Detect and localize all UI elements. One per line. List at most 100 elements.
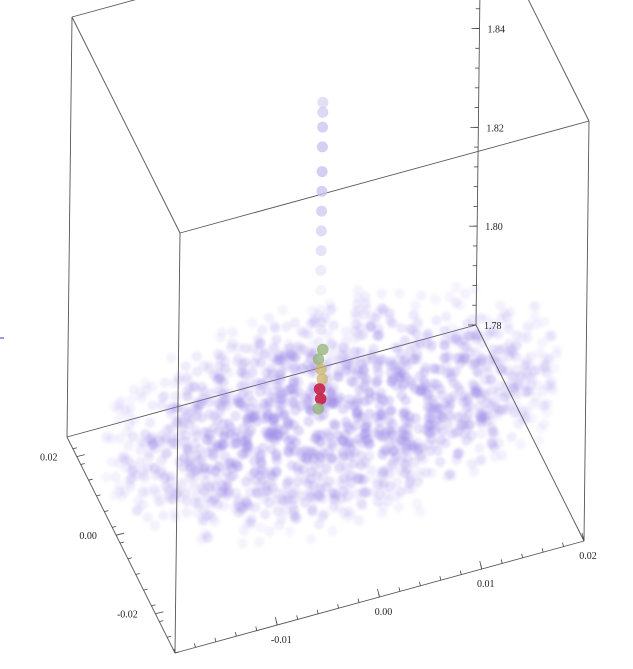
cloud-point [271,380,282,391]
cloud-point [320,312,331,324]
cloud-point [394,288,405,299]
cloud-point [276,366,287,377]
cloud-point [204,360,215,371]
cloud-point [300,453,312,464]
cloud-point [537,337,548,348]
cloud-point [291,513,303,524]
cloud-point [293,340,305,352]
cloud-point [338,342,349,353]
cloud-point [194,444,205,455]
cloud-point [531,391,542,403]
cloud-point [488,430,499,441]
cloud-point [312,312,323,323]
cloud-point [444,394,455,405]
cloud-point [485,399,496,410]
cloud-point [465,401,476,412]
cloud-point [257,475,268,486]
cloud-point [168,494,179,505]
cloud-point [422,331,433,342]
cloud-point [244,501,255,512]
cloud-point [355,346,366,358]
cloud-point [147,400,158,411]
axis-ticks [72,8,585,654]
cloud-point [316,324,327,335]
cloud-point [249,412,261,423]
cloud-point [352,397,363,409]
cloud-point [511,380,523,391]
cloud-point [252,487,263,499]
cloud-point [242,440,253,451]
cloud-point [217,388,228,399]
column-point [315,264,327,276]
cloud-point [414,337,425,349]
cloud-point [487,438,498,449]
cloud-point [237,359,249,370]
cloud-point [307,507,318,518]
x-minor-tick [582,536,585,542]
cloud-point [293,386,304,397]
cloud-point [281,490,293,501]
cloud-point [443,402,455,413]
cloud-point [526,380,537,391]
z-tick-label: 1.84 [488,25,506,36]
cloud-point [227,327,238,338]
cloud-point [303,416,314,427]
cloud-point [157,392,168,403]
cloud-point [324,298,335,309]
cloud-point [495,405,506,416]
cloud-point [410,300,421,311]
cloud-point [356,450,367,461]
cloud-point [308,479,319,491]
cloud-point [225,342,237,354]
cloud-point [123,440,134,451]
cloud-point [511,340,522,351]
cloud-point [333,372,344,383]
cloud-point [101,433,112,444]
cloud-point [293,425,304,436]
cloud-point [314,519,325,530]
cloud-point [202,532,213,543]
cloud-point [374,330,385,341]
cloud-point [415,506,426,518]
cloud-point [217,440,228,451]
y-minor-tick [151,604,156,607]
cloud-point [388,454,399,466]
cloud-point [405,474,416,486]
cloud-point [151,488,163,500]
edge-y-bottom-right [475,324,585,542]
cloud-point [178,462,189,473]
cloud-point [391,437,402,449]
cloud-point [348,377,360,388]
cloud-point [422,394,434,405]
x-minor-tick [275,620,278,626]
cloud-point [276,513,287,524]
cloud-point [254,386,266,398]
x-minor-tick [541,548,544,553]
cloud-point [386,376,397,388]
cloud-point [330,420,341,431]
cloud-point [126,394,137,405]
edge-y-bottom-left [66,436,176,654]
point-cloud [101,282,563,549]
cloud-point [463,392,474,403]
cloud-point [113,458,125,469]
cloud-point [462,318,473,330]
cloud-point [326,438,337,449]
cloud-point [191,366,203,377]
column-point [316,185,328,197]
cloud-point [503,346,514,358]
cloud-point [263,312,275,324]
cloud-point [171,403,183,414]
core-point-red [313,383,326,395]
cloud-point [393,502,405,513]
cloud-point [426,467,437,479]
cloud-point [114,405,125,416]
cloud-point [435,456,446,468]
cloud-point [191,351,202,362]
x-tick-label: -0.01 [271,635,292,646]
x-minor-tick [234,632,237,637]
cloud-point [467,359,478,370]
cloud-point [385,481,396,492]
y-tick [155,611,164,615]
cloud-point [123,476,135,487]
